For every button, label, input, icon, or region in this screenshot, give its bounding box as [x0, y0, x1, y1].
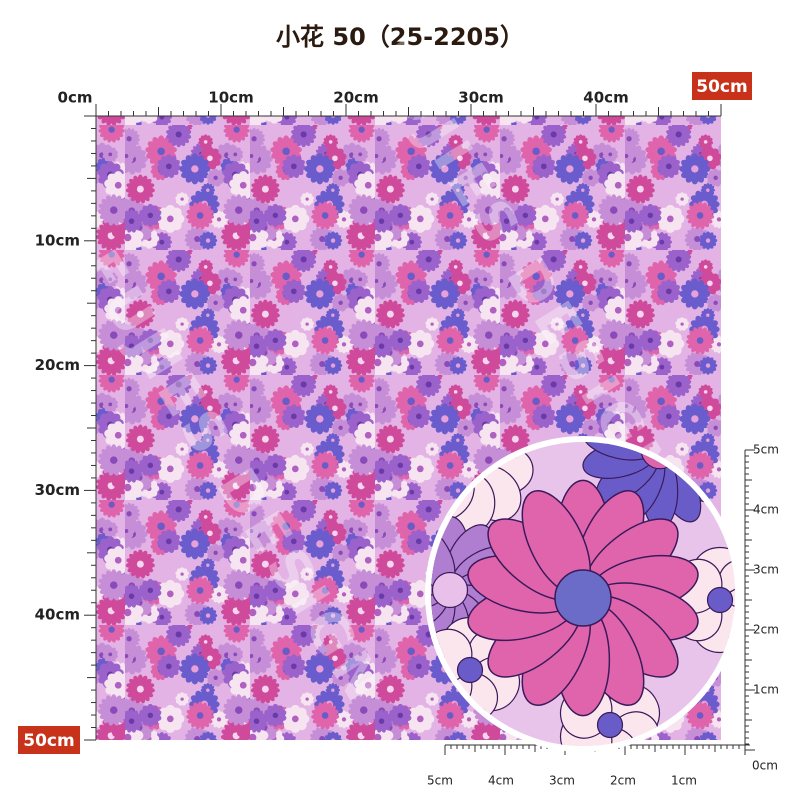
ruler-label: 40cm	[583, 89, 628, 107]
flower	[467, 479, 699, 717]
flower-center	[456, 656, 484, 684]
ruler-label: 30cm	[35, 481, 80, 499]
zoom-ruler-label: 5cm	[753, 443, 779, 457]
zoom-ruler-label: 4cm	[488, 774, 514, 788]
flower-center	[554, 569, 612, 627]
zoom-ruler-label: 3cm	[549, 774, 575, 788]
zoom-ruler-label: 2cm	[610, 774, 636, 788]
ruler-label: 0cm	[58, 89, 93, 107]
zoom-ruler-label: 2cm	[753, 623, 779, 637]
zoom-ruler-label: 5cm	[427, 774, 453, 788]
rulers	[84, 104, 755, 755]
ruler-label: 10cm	[35, 231, 80, 249]
flower-center	[706, 586, 734, 614]
flower-center	[431, 571, 469, 609]
title: 小花 50（25-2205）	[276, 23, 524, 51]
ruler-label: 40cm	[35, 606, 80, 624]
ruler-label: 50cm	[23, 731, 74, 751]
zoom-ruler-label: 0cm	[752, 759, 778, 773]
label-box	[18, 726, 80, 754]
ruler-label: 10cm	[208, 89, 253, 107]
ruler-label: 30cm	[458, 89, 503, 107]
flower-center	[596, 711, 624, 739]
label-box	[692, 72, 752, 100]
ruler-label: 20cm	[35, 356, 80, 374]
zoom-ruler-label: 3cm	[753, 563, 779, 577]
zoom-ruler-label: 1cm	[671, 774, 697, 788]
ruler-label: 20cm	[333, 89, 378, 107]
zoom-ruler-label: 4cm	[753, 503, 779, 517]
zoom-ruler-label: 1cm	[753, 683, 779, 697]
ruler-label: 50cm	[696, 77, 747, 97]
flower	[559, 671, 661, 746]
